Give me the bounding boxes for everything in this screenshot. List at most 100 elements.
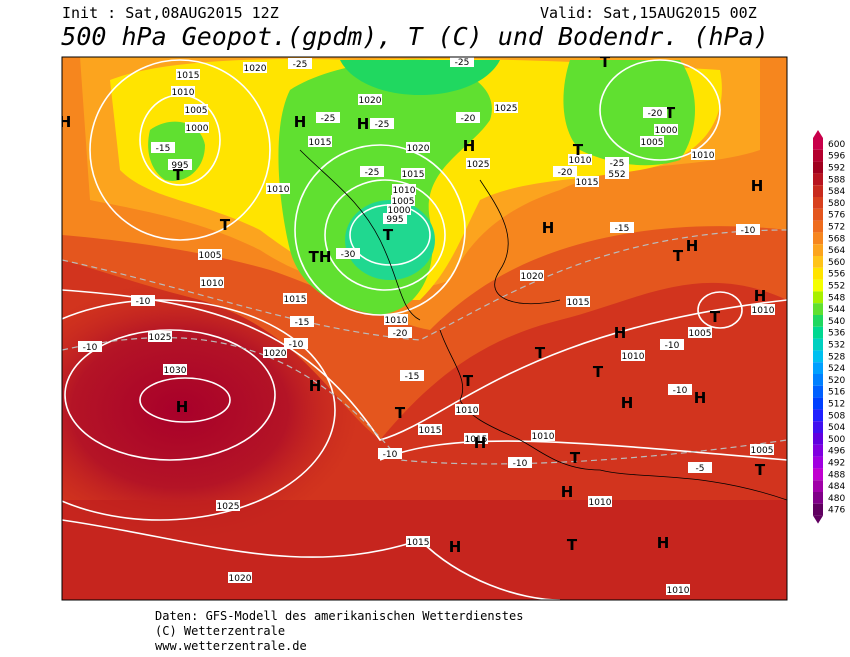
label-box	[666, 584, 690, 595]
contour-label: 1000	[388, 206, 411, 216]
contour-label: 1000	[655, 126, 678, 136]
contour-label: 1020	[521, 272, 544, 282]
temperature-lines	[62, 229, 787, 465]
label-box	[456, 112, 480, 123]
contour-label: 1015	[284, 295, 307, 305]
label-box	[391, 195, 415, 206]
contour-label: 1010	[385, 316, 408, 326]
label-box	[308, 136, 332, 147]
colorbar-label: 592	[828, 164, 845, 174]
colorbar-cell	[813, 385, 823, 398]
contour-label: 1005	[199, 251, 222, 261]
colorbar-cell	[813, 244, 823, 256]
label-box	[691, 149, 715, 160]
label-box	[358, 94, 382, 105]
label-box	[131, 295, 155, 306]
footer-url: www.wetterzentrale.de	[155, 639, 307, 653]
pressure-center: H	[357, 115, 370, 133]
label-box	[216, 500, 240, 511]
pressure-center: H	[686, 237, 699, 255]
contour-label: 1010	[622, 352, 645, 362]
colorbar-label: 548	[828, 293, 845, 303]
footer-source: Daten: GFS-Modell des amerikanischen Wet…	[155, 609, 523, 623]
label-box	[263, 347, 287, 358]
label-box	[336, 248, 360, 259]
label-box	[185, 122, 209, 133]
contour-label: -20	[393, 329, 408, 339]
footer-copyright: (C) Wetterzentrale	[155, 624, 285, 638]
contour-label: -10	[513, 459, 528, 469]
contour-label: 1005	[689, 329, 712, 339]
pressure-center: H	[614, 324, 627, 342]
colorbar: 6005965925885845805765725685645605565525…	[813, 130, 845, 524]
label-box	[736, 224, 760, 235]
colorbar-label: 520	[828, 376, 845, 386]
label-box	[751, 304, 775, 315]
contour-label: -30	[341, 250, 356, 260]
label-box	[388, 327, 412, 338]
contour-label: 1010	[267, 185, 290, 195]
colorbar-label: 600	[828, 140, 845, 150]
colorbar-cell	[813, 338, 823, 351]
contour-label: 1025	[149, 333, 172, 343]
contour-label: 1025	[495, 104, 518, 114]
contour-label: -15	[615, 224, 630, 234]
label-box	[290, 316, 314, 327]
label-box	[643, 107, 667, 118]
pressure-center: T	[593, 363, 604, 381]
colorbar-label: 500	[828, 435, 845, 445]
contour-label: 1005	[751, 446, 774, 456]
green-north-east	[563, 60, 695, 166]
contour-label: 1010	[667, 586, 690, 596]
contour-label: 1015	[402, 170, 425, 180]
pressure-center: TH	[309, 248, 332, 266]
colorbar-cell	[813, 397, 823, 410]
colorbar-label: 512	[828, 400, 845, 410]
label-box	[148, 331, 172, 342]
pressure-center: H	[751, 177, 764, 195]
label-box	[198, 249, 222, 260]
colorbar-label: 484	[828, 482, 845, 492]
colorbar-label: 588	[828, 175, 845, 185]
label-box	[168, 159, 192, 170]
contour-label: 1020	[244, 64, 267, 74]
colorbar-cell	[813, 303, 823, 315]
label-box	[283, 293, 307, 304]
label-box	[464, 433, 488, 444]
contour-label: 1015	[419, 426, 442, 436]
label-box	[450, 57, 474, 67]
label-box	[660, 339, 684, 350]
contour-label: 552	[608, 170, 625, 180]
colorbar-cell	[813, 315, 823, 327]
colorbar-cell	[813, 267, 823, 280]
label-box	[284, 338, 308, 349]
pressure-center: T	[463, 372, 474, 390]
label-box	[508, 457, 532, 468]
label-box	[370, 118, 394, 129]
contour-label: 1020	[359, 96, 382, 106]
pressure-center: T	[600, 53, 611, 71]
colorbar-label: 580	[828, 199, 845, 209]
colorbar-label: 560	[828, 258, 845, 268]
label-box	[228, 572, 252, 583]
colorbar-cell	[813, 421, 823, 433]
label-box	[621, 350, 645, 361]
colorbar-cell	[813, 291, 823, 304]
label-box	[688, 327, 712, 338]
colorbar-label: 544	[828, 305, 845, 315]
map-area: 10151020101010051000995HTT10051010101510…	[62, 53, 787, 600]
label-box	[605, 157, 629, 168]
label-box	[466, 158, 490, 169]
label-box	[406, 142, 430, 153]
colorbar-cell	[813, 232, 823, 245]
pressure-center: T	[173, 166, 184, 184]
contour-label: -25	[321, 114, 336, 124]
pressure-center: H	[657, 534, 670, 552]
pressure-center: H	[694, 389, 707, 407]
contour-label: 1015	[465, 435, 488, 445]
label-box	[378, 448, 402, 459]
label-box	[566, 296, 590, 307]
label-box	[575, 176, 599, 187]
contour-label: -10	[136, 297, 151, 307]
colorbar-cell	[813, 326, 823, 339]
